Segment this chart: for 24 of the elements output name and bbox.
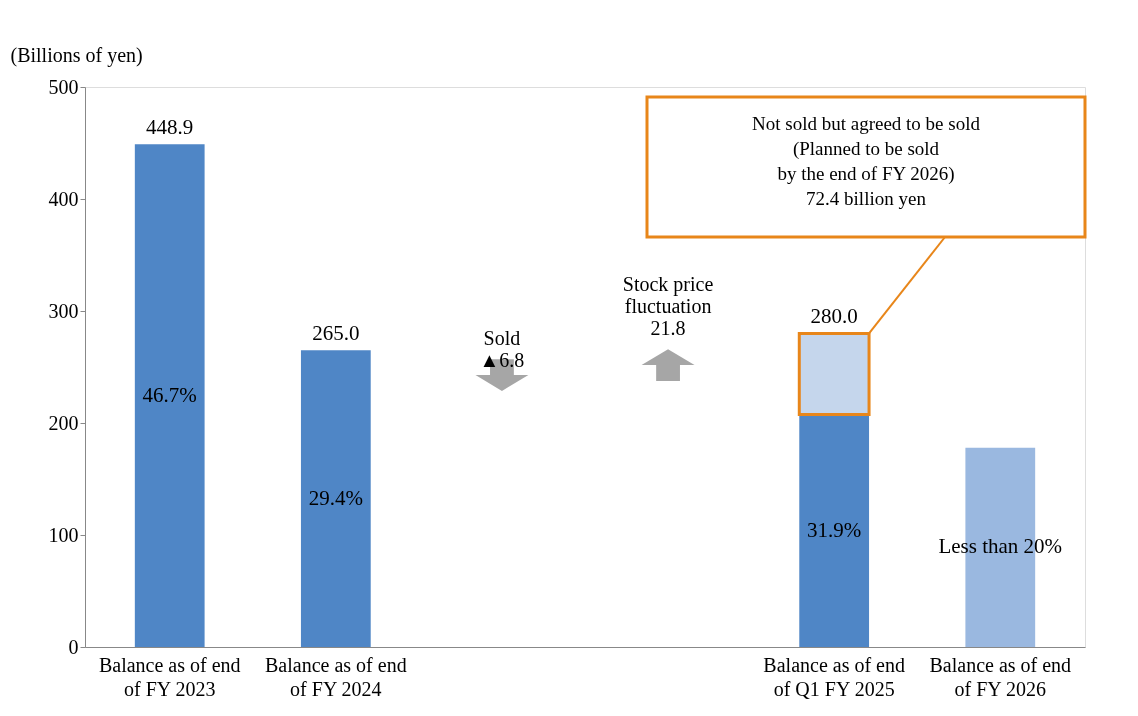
bar: [300, 350, 371, 647]
total-label: 265.0: [312, 321, 360, 346]
y-tick-label: 300: [48, 299, 79, 322]
y-tick-label: 0: [68, 635, 79, 658]
total-label: 280.0: [810, 304, 858, 329]
annotation: 29.4%: [308, 485, 363, 510]
x-tick-label: Balance as of end of Q1 FY 2025: [763, 653, 905, 700]
y-tick-label: 200: [48, 411, 79, 434]
annotation: Stock price fluctuation 21.8: [622, 273, 714, 339]
x-tick-label: Balance as of end of FY 2026: [929, 653, 1072, 700]
y-tick-label: 500: [48, 75, 79, 98]
annotation: Sold ▲6.8: [479, 327, 525, 371]
annotation: Not sold but agreed to be sold (Planned to be sold by the end of FY 2026) 72.4 billion yen: [752, 113, 981, 209]
y-tick-label: 400: [48, 187, 79, 210]
y-axis-title: (Billions of yen): [10, 43, 143, 67]
bar: [134, 144, 205, 647]
annotation: Less than 20%: [938, 534, 1063, 559]
annotation: 31.9%: [807, 517, 862, 542]
total-label: 448.9: [146, 115, 194, 140]
x-tick-label: Balance as of end of FY 2024: [265, 653, 407, 700]
x-tick-label: Balance as of end of FY 2023: [98, 653, 241, 700]
y-tick-label: 100: [48, 523, 79, 546]
annotation: 46.7%: [142, 382, 197, 407]
bar: [799, 414, 870, 647]
